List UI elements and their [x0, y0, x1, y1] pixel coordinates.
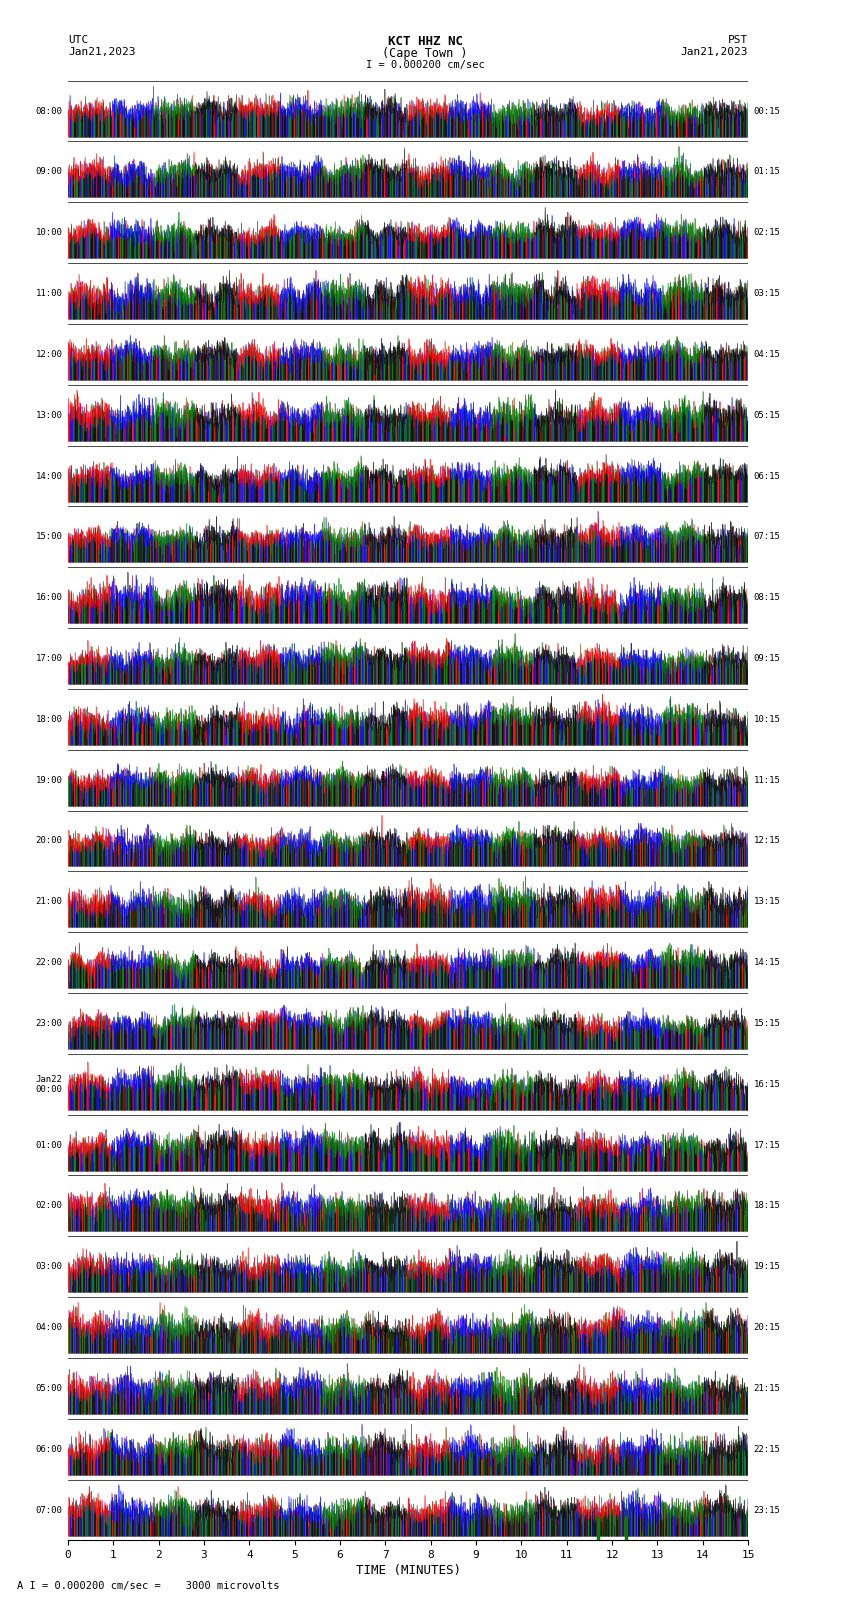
- Text: 18:00: 18:00: [36, 715, 63, 724]
- Text: A I = 0.000200 cm/sec =    3000 microvolts: A I = 0.000200 cm/sec = 3000 microvolts: [17, 1581, 280, 1590]
- Text: 02:15: 02:15: [753, 227, 780, 237]
- Text: 01:15: 01:15: [753, 168, 780, 176]
- Text: 03:00: 03:00: [36, 1263, 63, 1271]
- Text: 02:00: 02:00: [36, 1202, 63, 1210]
- Text: I = 0.000200 cm/sec: I = 0.000200 cm/sec: [366, 60, 484, 69]
- Text: 07:00: 07:00: [36, 1505, 63, 1515]
- Text: 12:00: 12:00: [36, 350, 63, 358]
- Text: 03:15: 03:15: [753, 289, 780, 298]
- Text: 23:15: 23:15: [753, 1505, 780, 1515]
- Text: 13:00: 13:00: [36, 411, 63, 419]
- Text: 10:15: 10:15: [753, 715, 780, 724]
- Text: 14:15: 14:15: [753, 958, 780, 968]
- Text: 12:15: 12:15: [753, 837, 780, 845]
- Text: PST: PST: [728, 35, 748, 45]
- Text: 19:15: 19:15: [753, 1263, 780, 1271]
- Text: 20:00: 20:00: [36, 837, 63, 845]
- Text: 17:00: 17:00: [36, 653, 63, 663]
- Text: 22:00: 22:00: [36, 958, 63, 968]
- Text: 14:00: 14:00: [36, 471, 63, 481]
- Text: 21:00: 21:00: [36, 897, 63, 907]
- Text: 05:15: 05:15: [753, 411, 780, 419]
- Text: 00:15: 00:15: [753, 106, 780, 116]
- Text: 19:00: 19:00: [36, 776, 63, 784]
- Text: 20:15: 20:15: [753, 1323, 780, 1332]
- Text: 13:15: 13:15: [753, 897, 780, 907]
- Text: 11:00: 11:00: [36, 289, 63, 298]
- Text: 08:00: 08:00: [36, 106, 63, 116]
- Text: 15:00: 15:00: [36, 532, 63, 542]
- Text: 16:00: 16:00: [36, 594, 63, 602]
- Text: 05:00: 05:00: [36, 1384, 63, 1394]
- Text: 06:00: 06:00: [36, 1445, 63, 1453]
- Text: 17:15: 17:15: [753, 1140, 780, 1150]
- Text: 04:00: 04:00: [36, 1323, 63, 1332]
- Text: KCT HHZ NC: KCT HHZ NC: [388, 35, 462, 48]
- Text: 18:15: 18:15: [753, 1202, 780, 1210]
- Text: 04:15: 04:15: [753, 350, 780, 358]
- Text: 15:15: 15:15: [753, 1019, 780, 1027]
- Text: 06:15: 06:15: [753, 471, 780, 481]
- Text: Jan21,2023: Jan21,2023: [681, 47, 748, 56]
- Text: 16:15: 16:15: [753, 1079, 780, 1089]
- Text: 07:15: 07:15: [753, 532, 780, 542]
- Text: 11:15: 11:15: [753, 776, 780, 784]
- Text: Jan21,2023: Jan21,2023: [68, 47, 135, 56]
- Text: 01:00: 01:00: [36, 1140, 63, 1150]
- Text: 10:00: 10:00: [36, 227, 63, 237]
- Text: 09:00: 09:00: [36, 168, 63, 176]
- Text: (Cape Town ): (Cape Town ): [382, 47, 468, 60]
- Text: UTC: UTC: [68, 35, 88, 45]
- Text: 08:15: 08:15: [753, 594, 780, 602]
- Text: 21:15: 21:15: [753, 1384, 780, 1394]
- X-axis label: TIME (MINUTES): TIME (MINUTES): [355, 1565, 461, 1578]
- Text: 09:15: 09:15: [753, 653, 780, 663]
- Text: 22:15: 22:15: [753, 1445, 780, 1453]
- Text: 23:00: 23:00: [36, 1019, 63, 1027]
- Text: Jan22
00:00: Jan22 00:00: [36, 1074, 63, 1094]
